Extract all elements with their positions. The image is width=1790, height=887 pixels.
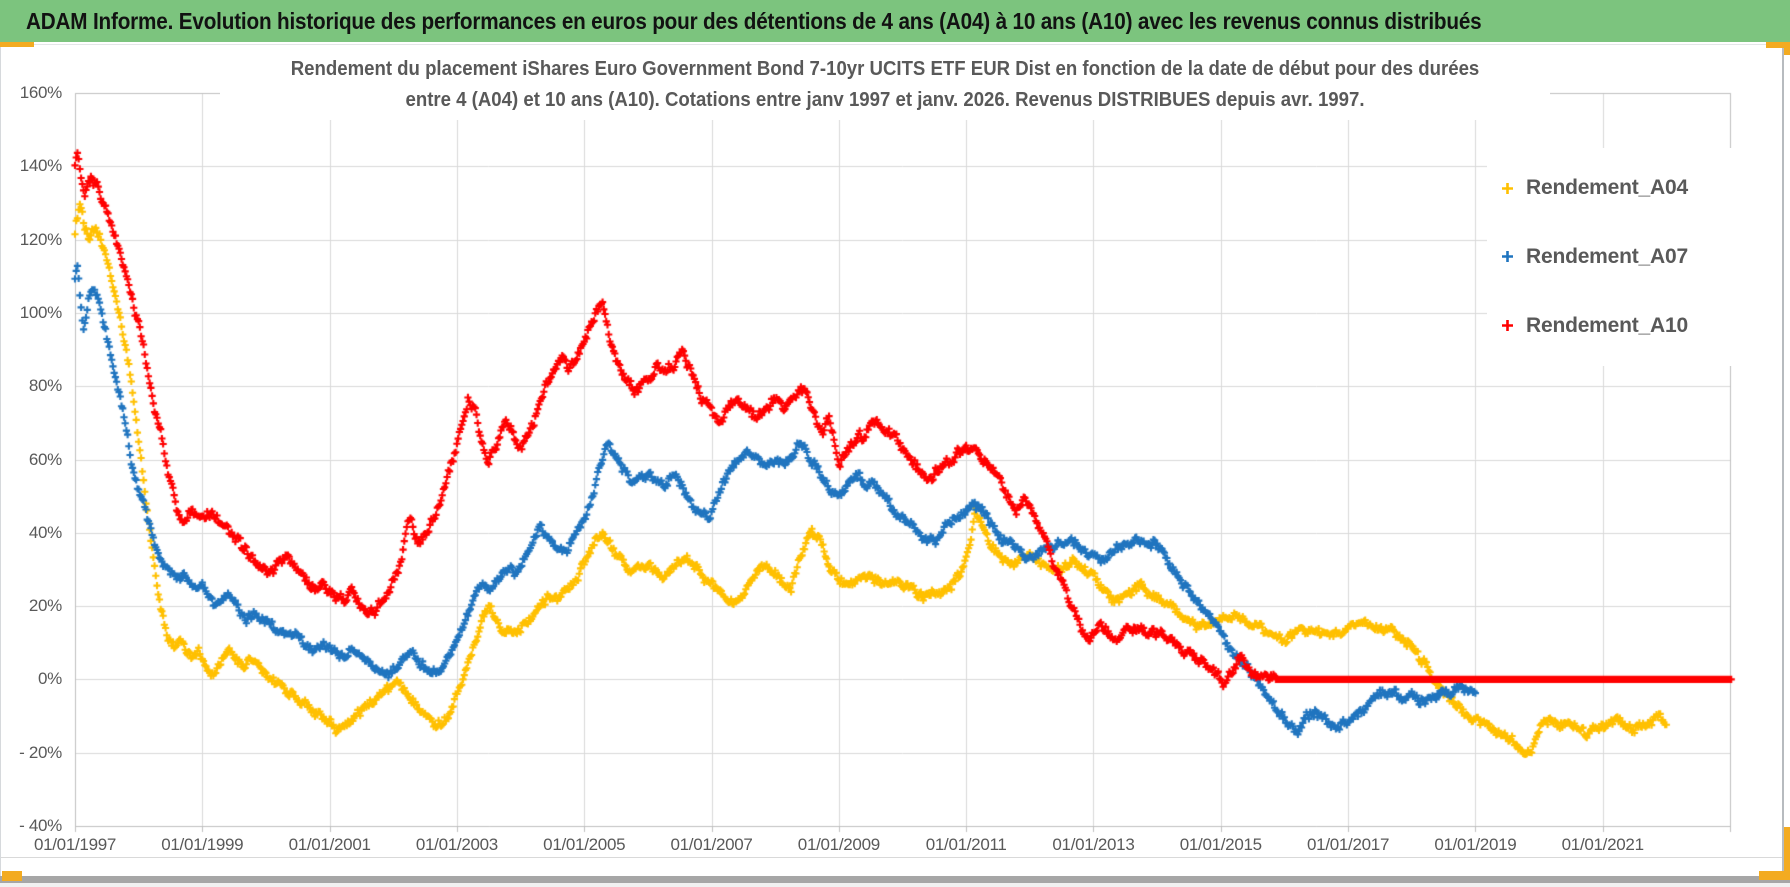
x-tick-label: 01/01/2005 [543, 835, 626, 854]
header-underline [0, 44, 1790, 45]
corner-accent-bottom-left [2, 871, 22, 881]
y-tick-label: 20% [28, 596, 62, 616]
chart-title: Rendement du placement iShares Euro Gove… [220, 54, 1550, 120]
y-tick-label: - 20% [19, 742, 62, 762]
plus-marker-icon [1502, 251, 1513, 263]
x-tick-label: 01/01/2007 [670, 835, 753, 854]
x-tick-label: 01/01/2001 [288, 835, 371, 854]
y-tick-label: - 40% [19, 816, 62, 835]
x-tick-label: 01/01/2011 [925, 835, 1007, 854]
x-tick-label: 01/01/2017 [1307, 835, 1390, 854]
legend-label: Rendement_A10 [1526, 313, 1688, 337]
y-tick-label: 0% [38, 669, 62, 689]
y-tick-label: 40% [28, 522, 62, 542]
y-tick-label: 80% [28, 376, 62, 396]
corner-accent-top-left [0, 42, 34, 47]
header-title: ADAM Informe. Evolution historique des p… [26, 8, 1482, 34]
y-tick-label: 60% [28, 449, 62, 469]
plus-marker-icon [1502, 320, 1513, 332]
corner-accent-bottom-right-foot [1759, 871, 1790, 880]
legend-item-rendement-a10[interactable]: Rendement_A10 [1487, 314, 1735, 338]
x-tick-label: 01/01/2019 [1434, 835, 1517, 854]
chart-title-line1: Rendement du placement iShares Euro Gove… [290, 58, 1480, 80]
bottom-bar-light [0, 883, 1790, 887]
corner-accent-top-right-tail [1784, 42, 1790, 55]
x-tick-label: 01/01/2003 [415, 835, 498, 854]
page-left-border [0, 42, 1, 877]
chart-bottom-border [0, 857, 1783, 858]
x-tick-label: 01/01/2021 [1561, 835, 1644, 854]
y-tick-label: 120% [19, 229, 63, 249]
bottom-bar [0, 876, 1790, 883]
y-tick-label: 160% [19, 83, 63, 102]
chart-legend: Rendement_A04 Rendement_A07 Rendement_A1… [1487, 148, 1735, 366]
chart-title-line2: entre 4 (A04) et 10 ans (A10). Cotations… [405, 89, 1365, 111]
page-right-border [1782, 46, 1784, 877]
x-tick-label: 01/01/2013 [1052, 835, 1135, 854]
legend-item-rendement-a07[interactable]: Rendement_A07 [1487, 245, 1735, 269]
plus-marker-icon [1502, 182, 1513, 194]
x-tick-label: 01/01/1999 [161, 835, 244, 854]
x-tick-label: 01/01/2009 [797, 835, 880, 854]
x-tick-label: 01/01/2015 [1179, 835, 1262, 854]
y-tick-label: 140% [19, 156, 63, 176]
legend-label: Rendement_A07 [1526, 244, 1688, 268]
y-tick-label: 100% [19, 302, 63, 322]
x-tick-label: 01/01/1997 [33, 835, 117, 854]
corner-accent-bottom-right [1784, 827, 1790, 880]
corner-accent-top-right [1766, 42, 1790, 48]
legend-label: Rendement_A04 [1526, 176, 1688, 200]
legend-item-rendement-a04[interactable]: Rendement_A04 [1487, 176, 1735, 200]
header-banner: ADAM Informe. Evolution historique des p… [0, 0, 1790, 42]
